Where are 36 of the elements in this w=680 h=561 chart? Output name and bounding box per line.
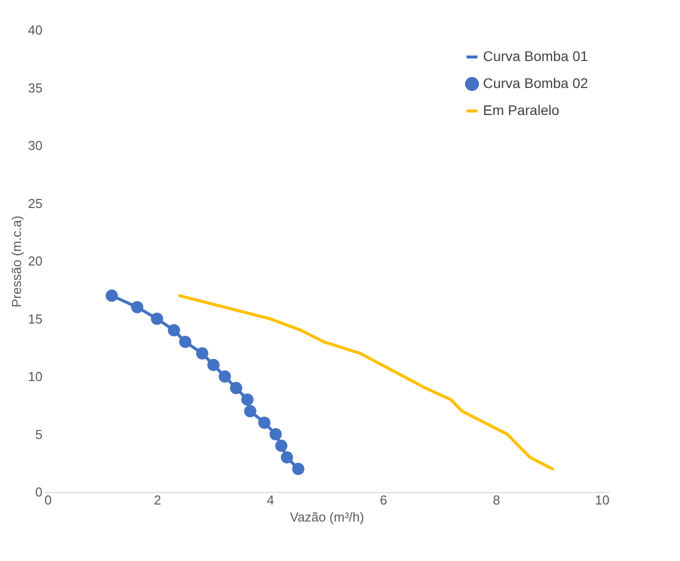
point bbox=[196, 347, 208, 360]
x-tick-label: 0 bbox=[44, 492, 52, 508]
y-tick-label: 15 bbox=[28, 311, 42, 326]
y-axis-title: Pressão (m.c.a) bbox=[9, 216, 24, 308]
x-tick-label: 6 bbox=[380, 492, 388, 508]
x-tick-label: 2 bbox=[154, 492, 162, 508]
y-tick-label: 10 bbox=[28, 369, 42, 384]
point bbox=[258, 416, 270, 429]
y-tick-label: 20 bbox=[28, 254, 42, 268]
point bbox=[292, 462, 304, 476]
point bbox=[106, 290, 118, 302]
y-tick-label: 40 bbox=[28, 22, 42, 38]
point bbox=[244, 405, 256, 418]
point bbox=[131, 301, 144, 314]
point bbox=[179, 336, 192, 348]
point bbox=[280, 451, 294, 464]
point bbox=[275, 440, 288, 452]
point bbox=[150, 312, 164, 325]
legend-label: Curva Bomba 02 bbox=[483, 75, 588, 91]
line-series bbox=[178, 294, 554, 470]
point bbox=[230, 382, 242, 394]
legend-label: Em Paralelo bbox=[483, 102, 560, 118]
point bbox=[270, 428, 282, 440]
legend-label: Curva Bomba 01 bbox=[483, 48, 588, 64]
y-tick-label: 5 bbox=[35, 426, 42, 442]
point bbox=[168, 324, 180, 336]
x-axis-title: Vazão (m³/h) bbox=[290, 510, 364, 524]
x-tick-label: 10 bbox=[595, 492, 610, 508]
x-tick-label: 8 bbox=[492, 492, 500, 508]
y-tick-label: 35 bbox=[28, 80, 42, 96]
point bbox=[241, 393, 254, 406]
point bbox=[207, 358, 220, 372]
x-tick-label: 4 bbox=[266, 492, 274, 508]
y-tick-label: 25 bbox=[28, 196, 42, 211]
y-tick-label: 30 bbox=[28, 138, 42, 153]
point bbox=[218, 370, 231, 383]
